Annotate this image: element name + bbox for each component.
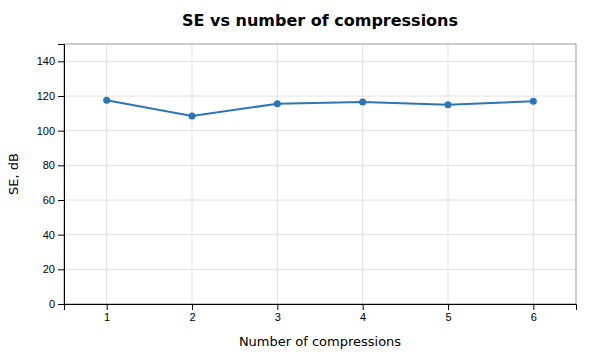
- tick-mark: [58, 200, 64, 201]
- tick: 80: [43, 159, 64, 171]
- point: [530, 98, 537, 105]
- tick-mark: [107, 304, 108, 310]
- grid: [64, 44, 576, 304]
- tick-label: 0: [49, 298, 55, 310]
- tick: 20: [43, 263, 64, 275]
- line: [107, 100, 534, 116]
- grid-line: [64, 269, 576, 270]
- tick: 2: [189, 304, 195, 323]
- grid-line: [192, 44, 193, 304]
- grid-line: [64, 130, 576, 131]
- grid-line: [64, 96, 576, 97]
- plot: 123456020406080100120140: [37, 44, 577, 323]
- tick-label: 20: [43, 263, 55, 275]
- tick-label: 140: [37, 55, 55, 67]
- tick: 140: [37, 55, 64, 67]
- tick-label: 5: [445, 311, 451, 323]
- tick-mark: [58, 269, 64, 270]
- tick-label: 100: [37, 125, 55, 137]
- tick-mark: [363, 304, 364, 310]
- tick-mark: [58, 304, 64, 305]
- tick: 100: [37, 125, 64, 137]
- point: [359, 99, 366, 106]
- y-axis-title: SE, dB: [6, 153, 21, 195]
- x-axis-title: Number of compressions: [239, 334, 401, 349]
- grid-line: [64, 234, 576, 235]
- tick: 0: [49, 298, 64, 310]
- point: [445, 101, 452, 108]
- grid-line: [277, 44, 278, 304]
- tick: 120: [37, 90, 64, 102]
- axis-line: [58, 45, 65, 305]
- tick-label: 120: [37, 90, 55, 102]
- grid-line: [64, 61, 576, 62]
- tick-label: 80: [43, 159, 55, 171]
- tick: 1: [104, 304, 110, 323]
- tick-mark: [192, 304, 193, 310]
- y-axis: 0 20 40 60 80 100 120 140: [37, 45, 65, 311]
- tick-label: 40: [43, 229, 55, 241]
- axis-line: [65, 305, 577, 311]
- plot-frame: [64, 44, 576, 304]
- tick-mark: [58, 165, 64, 166]
- tick-mark: [58, 96, 64, 97]
- tick-label: 1: [104, 311, 110, 323]
- grid-line: [64, 200, 576, 201]
- grid-line: [448, 44, 449, 304]
- point: [274, 100, 281, 107]
- tick: 60: [43, 194, 64, 206]
- point: [189, 112, 196, 119]
- x-axis: 1 2 3 4 5 6: [65, 304, 577, 323]
- tick-label: 4: [360, 311, 366, 323]
- tick: 5: [445, 304, 451, 323]
- grid-line: [362, 44, 363, 304]
- point: [103, 97, 110, 104]
- tick-mark: [58, 131, 64, 132]
- marks: [103, 97, 537, 120]
- tick: 4: [360, 304, 366, 323]
- tick: 3: [275, 304, 281, 323]
- tick-mark: [448, 304, 449, 310]
- tick: 40: [43, 229, 64, 241]
- tick-label: 3: [275, 311, 281, 323]
- grid-line: [64, 165, 576, 166]
- grid-line: [533, 44, 534, 304]
- tick-mark: [58, 61, 64, 62]
- grid-line: [106, 44, 107, 304]
- tick: 6: [531, 304, 537, 323]
- tick-mark: [533, 304, 534, 310]
- tick-label: 2: [189, 311, 195, 323]
- title: SE vs number of compressions: [182, 11, 458, 30]
- tick-mark: [277, 304, 278, 310]
- tick-label: 60: [43, 194, 55, 206]
- chart: 123456020406080100120140SE vs number of …: [0, 0, 600, 360]
- tick-label: 6: [531, 311, 537, 323]
- tick-mark: [58, 235, 64, 236]
